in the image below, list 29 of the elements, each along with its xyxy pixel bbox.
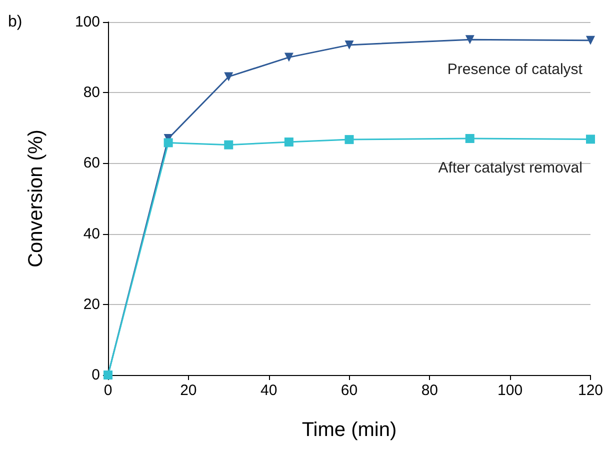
point	[465, 35, 474, 44]
text: b)	[8, 14, 22, 30]
point	[284, 138, 294, 147]
x-tick-label: 60	[340, 382, 358, 399]
y-tick-label: 80	[83, 84, 100, 102]
y-tick-label: 100	[74, 14, 100, 30]
x-tick-label: 0	[104, 382, 112, 399]
series-label: After catalyst removal	[438, 160, 582, 177]
x-tick-label: 40	[260, 382, 278, 399]
point	[164, 138, 173, 148]
series-label: Presence of catalyst	[447, 60, 584, 78]
y-tick-label: 60	[83, 154, 100, 172]
point	[465, 134, 474, 143]
x-tick-label: 120	[578, 382, 603, 399]
x-tick-label: 80	[421, 382, 438, 399]
point	[224, 140, 234, 150]
point	[344, 135, 354, 144]
y-tick-label: 40	[83, 225, 100, 242]
point	[586, 36, 595, 45]
y-tick-label: 0	[92, 366, 100, 384]
y-tick-label: 20	[83, 296, 100, 313]
point	[284, 52, 294, 62]
point	[344, 40, 354, 50]
point	[224, 72, 234, 82]
x-tick-label: 100	[498, 382, 523, 399]
x-axis-title: Time (min)	[302, 419, 397, 441]
point	[586, 134, 595, 144]
x-tick-label: 20	[180, 382, 197, 399]
y-axis-title: Conversion (%)	[25, 130, 47, 268]
